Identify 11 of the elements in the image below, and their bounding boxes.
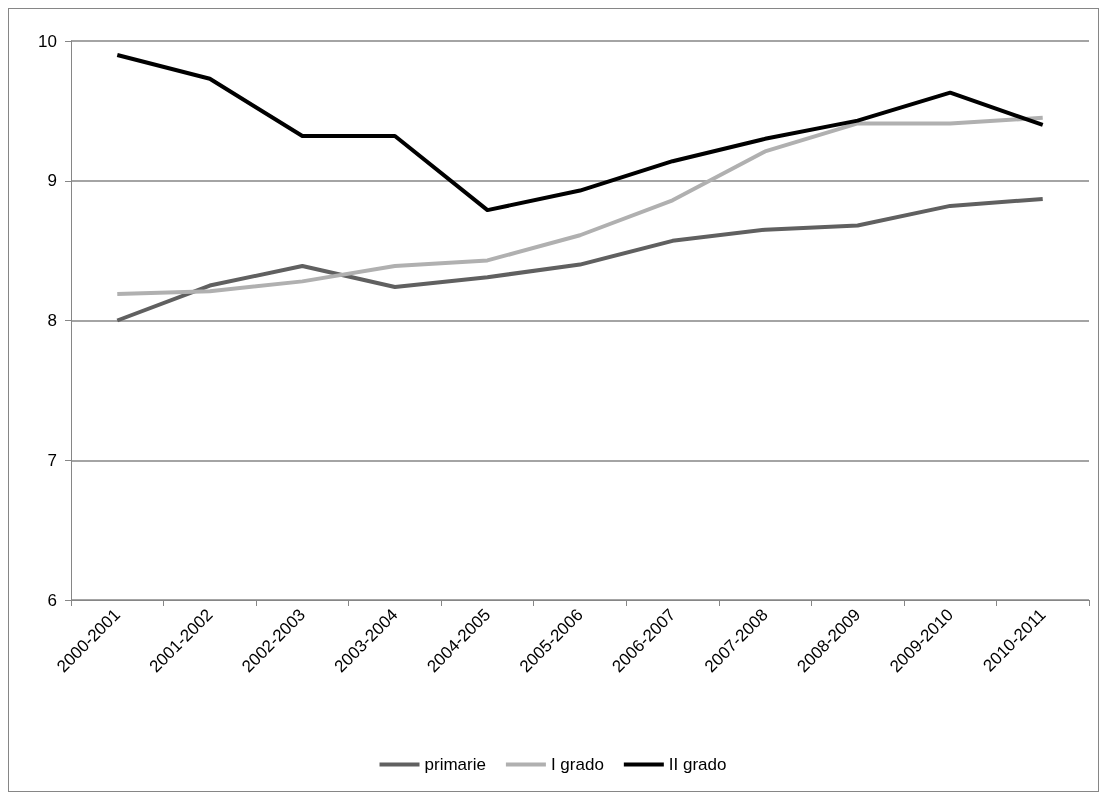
y-tick-label: 8 [47, 311, 57, 330]
y-tick-label: 10 [38, 31, 57, 51]
legend-label: I grado [550, 755, 604, 774]
y-tick-label: 6 [47, 590, 57, 610]
line-series [115, 196, 1045, 323]
y-tick-label: 7 [47, 450, 57, 470]
line-series [115, 52, 1045, 213]
legend-label: II grado [668, 755, 727, 774]
y-tick-label: 9 [47, 171, 57, 191]
line-series [115, 115, 1045, 296]
legend-label: primarie [424, 755, 486, 774]
